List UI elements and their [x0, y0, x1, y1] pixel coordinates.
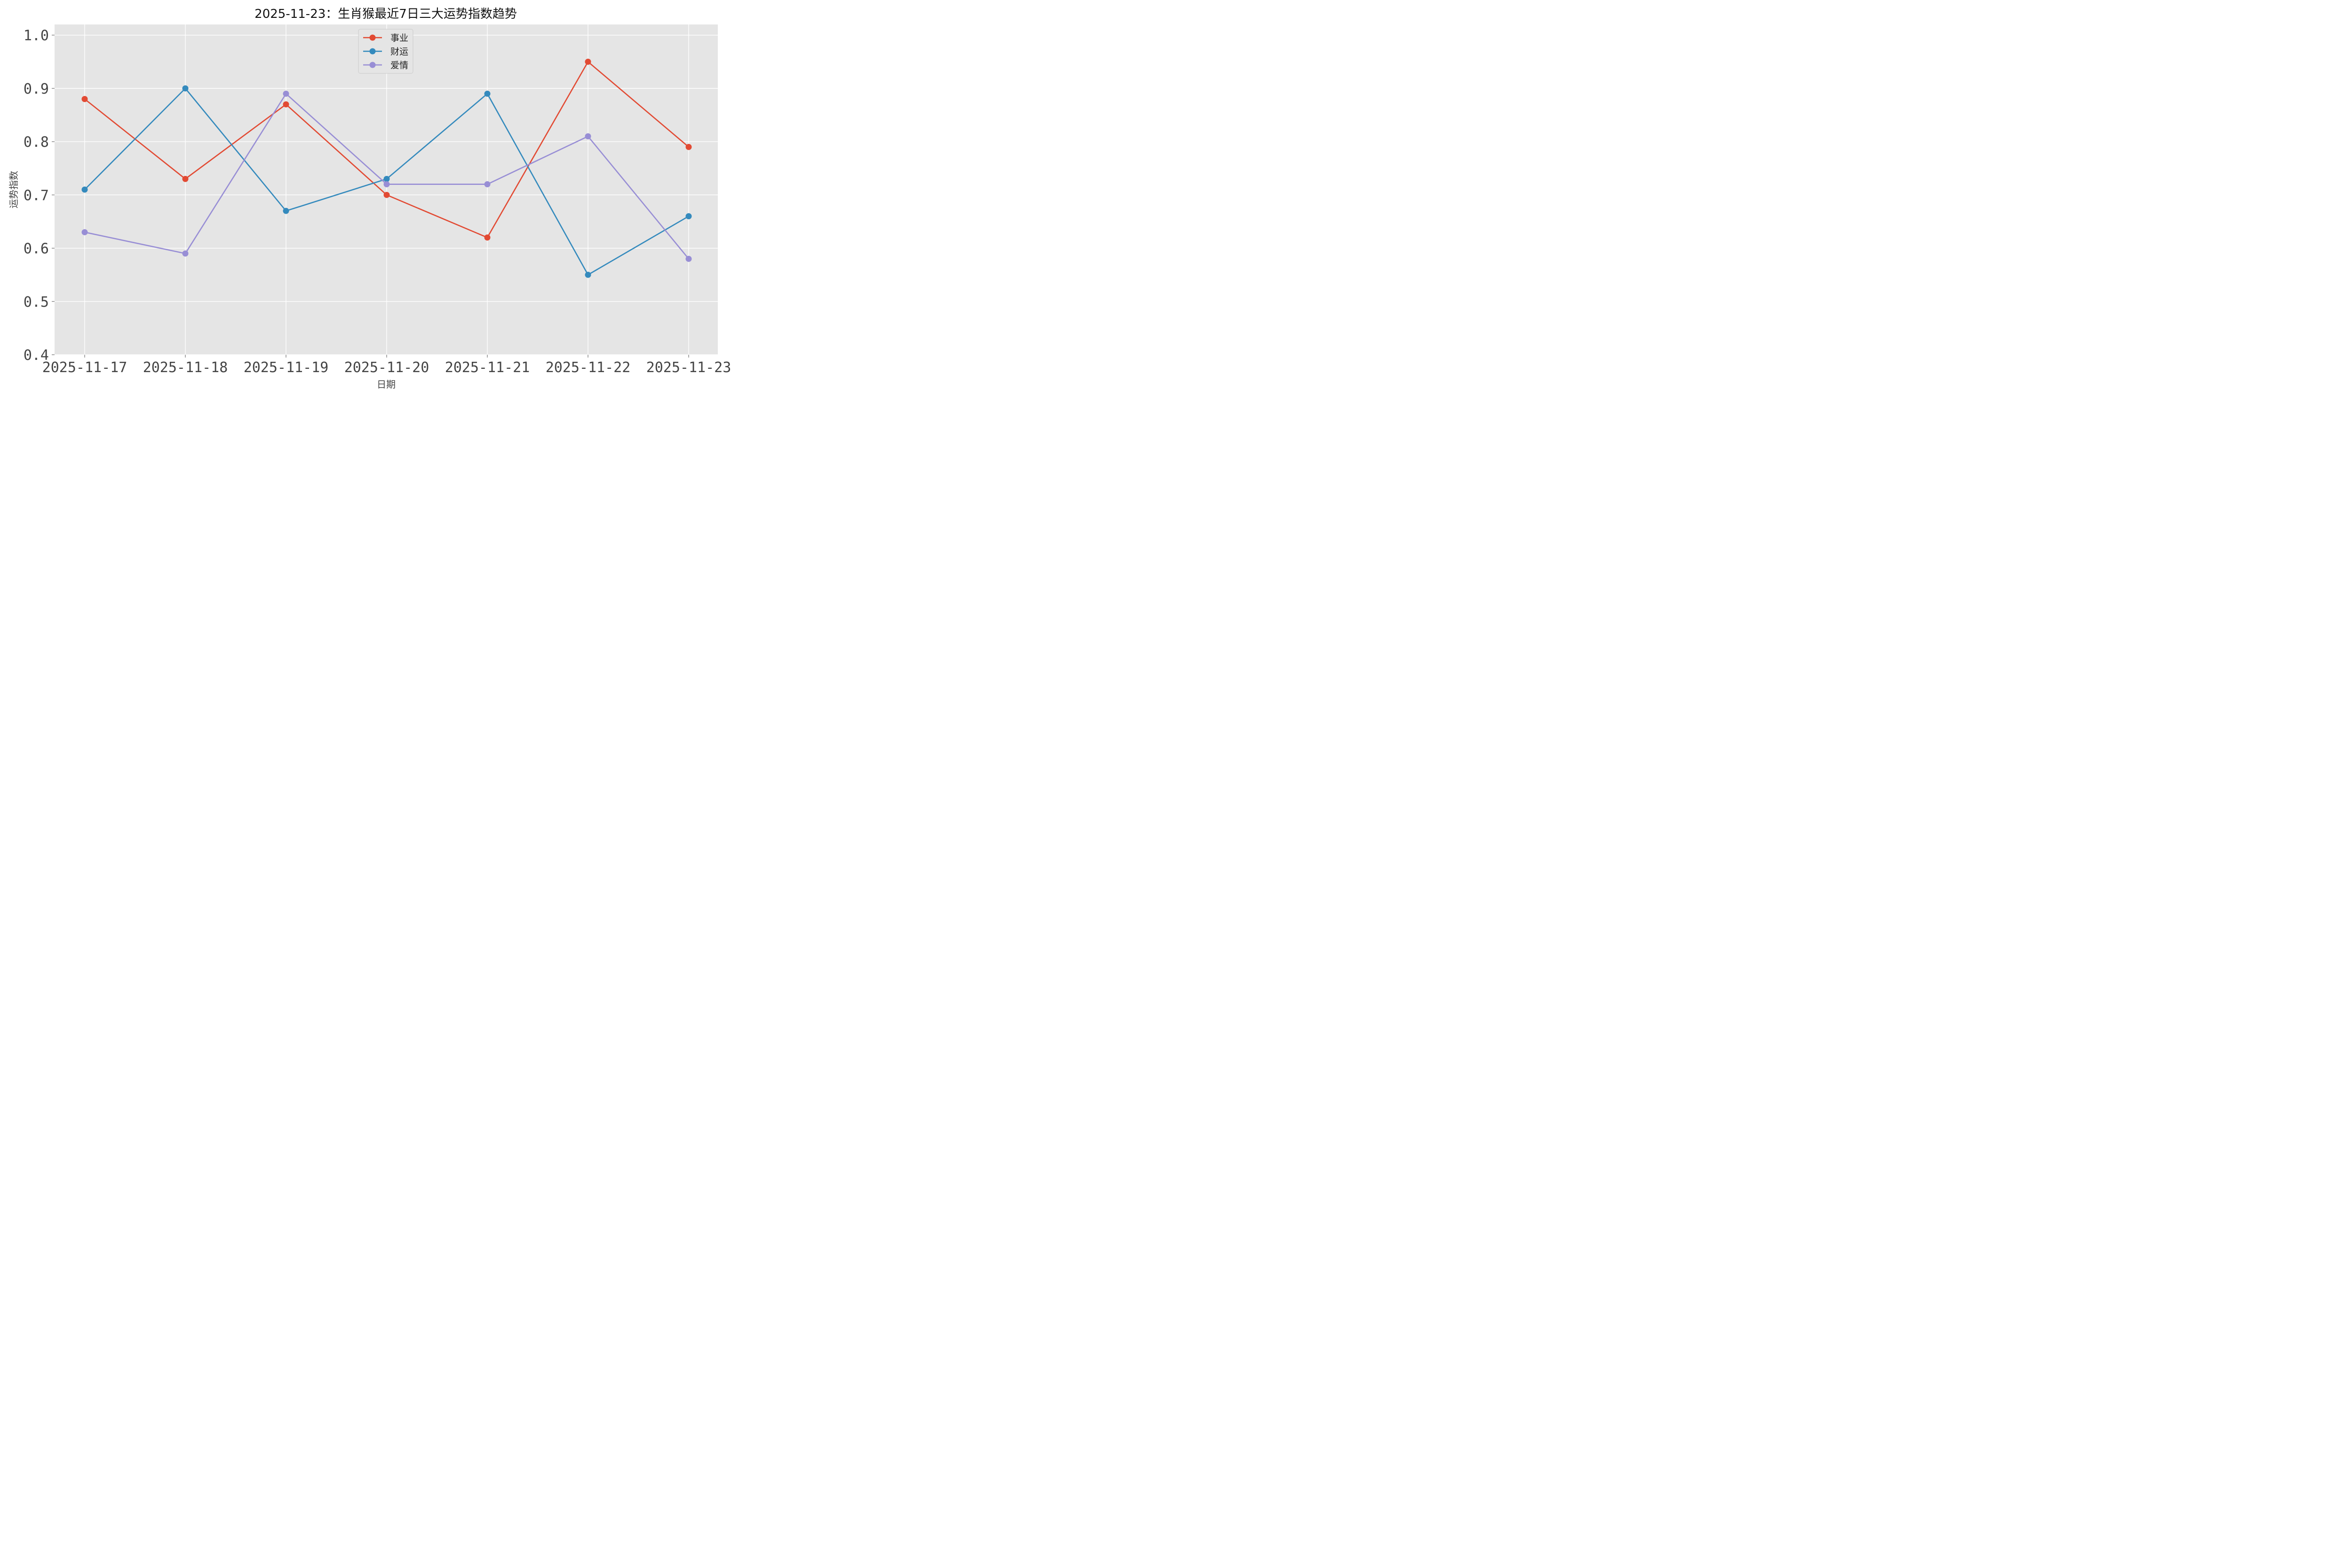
legend-label: 事业	[390, 33, 408, 43]
data-point	[484, 181, 491, 188]
y-tick-label: 0.5	[24, 294, 49, 310]
data-point	[81, 186, 88, 193]
legend-marker	[369, 48, 376, 55]
x-axis-label: 日期	[377, 379, 396, 390]
data-point	[484, 234, 491, 241]
x-tick-label: 2025-11-18	[143, 359, 228, 376]
data-point	[585, 133, 591, 140]
line-chart: 2025-11-23：生肖猴最近7日三大运势指数趋势 0.40.50.60.70…	[8, 7, 731, 390]
data-point	[182, 85, 189, 92]
data-point	[383, 181, 390, 188]
chart-title: 2025-11-23：生肖猴最近7日三大运势指数趋势	[254, 7, 517, 21]
data-point	[283, 207, 289, 214]
legend-entry: 财运	[363, 47, 408, 57]
series-1	[81, 58, 692, 241]
series-3	[81, 90, 692, 262]
legend-label: 财运	[390, 47, 408, 57]
data-point	[182, 175, 189, 182]
legend-entry: 爱情	[363, 60, 408, 71]
data-point	[383, 175, 390, 182]
data-point	[685, 143, 692, 150]
y-tick-label: 0.4	[24, 347, 49, 364]
series-lines	[81, 58, 692, 278]
y-axis-label: 运势指数	[8, 171, 19, 208]
x-tick-label: 2025-11-20	[344, 359, 429, 376]
data-point	[585, 271, 591, 278]
y-tick-label: 0.6	[24, 241, 49, 257]
x-tick-label: 2025-11-21	[445, 359, 530, 376]
y-axis-ticks: 0.4 0.5 0.6 0.7 0.8 0.9 1.0	[24, 28, 55, 364]
data-point	[383, 191, 390, 198]
legend-marker	[369, 62, 376, 68]
data-point	[182, 250, 189, 257]
data-point	[484, 90, 491, 97]
x-tick-label: 2025-11-19	[244, 359, 329, 376]
legend-label: 爱情	[390, 60, 408, 71]
legend-marker	[369, 34, 376, 41]
series-2	[81, 85, 692, 278]
data-point	[283, 90, 289, 97]
data-point	[685, 255, 692, 262]
x-tick-label: 2025-11-22	[546, 359, 631, 376]
legend-entry: 事业	[363, 33, 408, 43]
data-point	[283, 101, 289, 108]
chart-container: 2025-11-23：生肖猴最近7日三大运势指数趋势 0.4 0.5 0.6 0.7 0…	[0, 0, 738, 397]
grid-lines	[55, 24, 718, 355]
data-point	[685, 213, 692, 220]
data-point	[585, 58, 591, 65]
x-axis-ticks: 2025-11-17 2025-11-18 2025-11-19 2025-11-20…	[42, 355, 731, 376]
y-tick-label: 0.7	[24, 187, 49, 204]
y-tick-label: 1.0	[24, 28, 49, 44]
x-tick-label: 2025-11-23	[646, 359, 731, 376]
y-tick-label: 0.9	[24, 81, 49, 97]
data-point	[81, 96, 88, 103]
plot-area	[55, 24, 718, 355]
data-point	[81, 229, 88, 236]
x-tick-label: 2025-11-17	[42, 359, 127, 376]
y-tick-label: 0.8	[24, 134, 49, 151]
